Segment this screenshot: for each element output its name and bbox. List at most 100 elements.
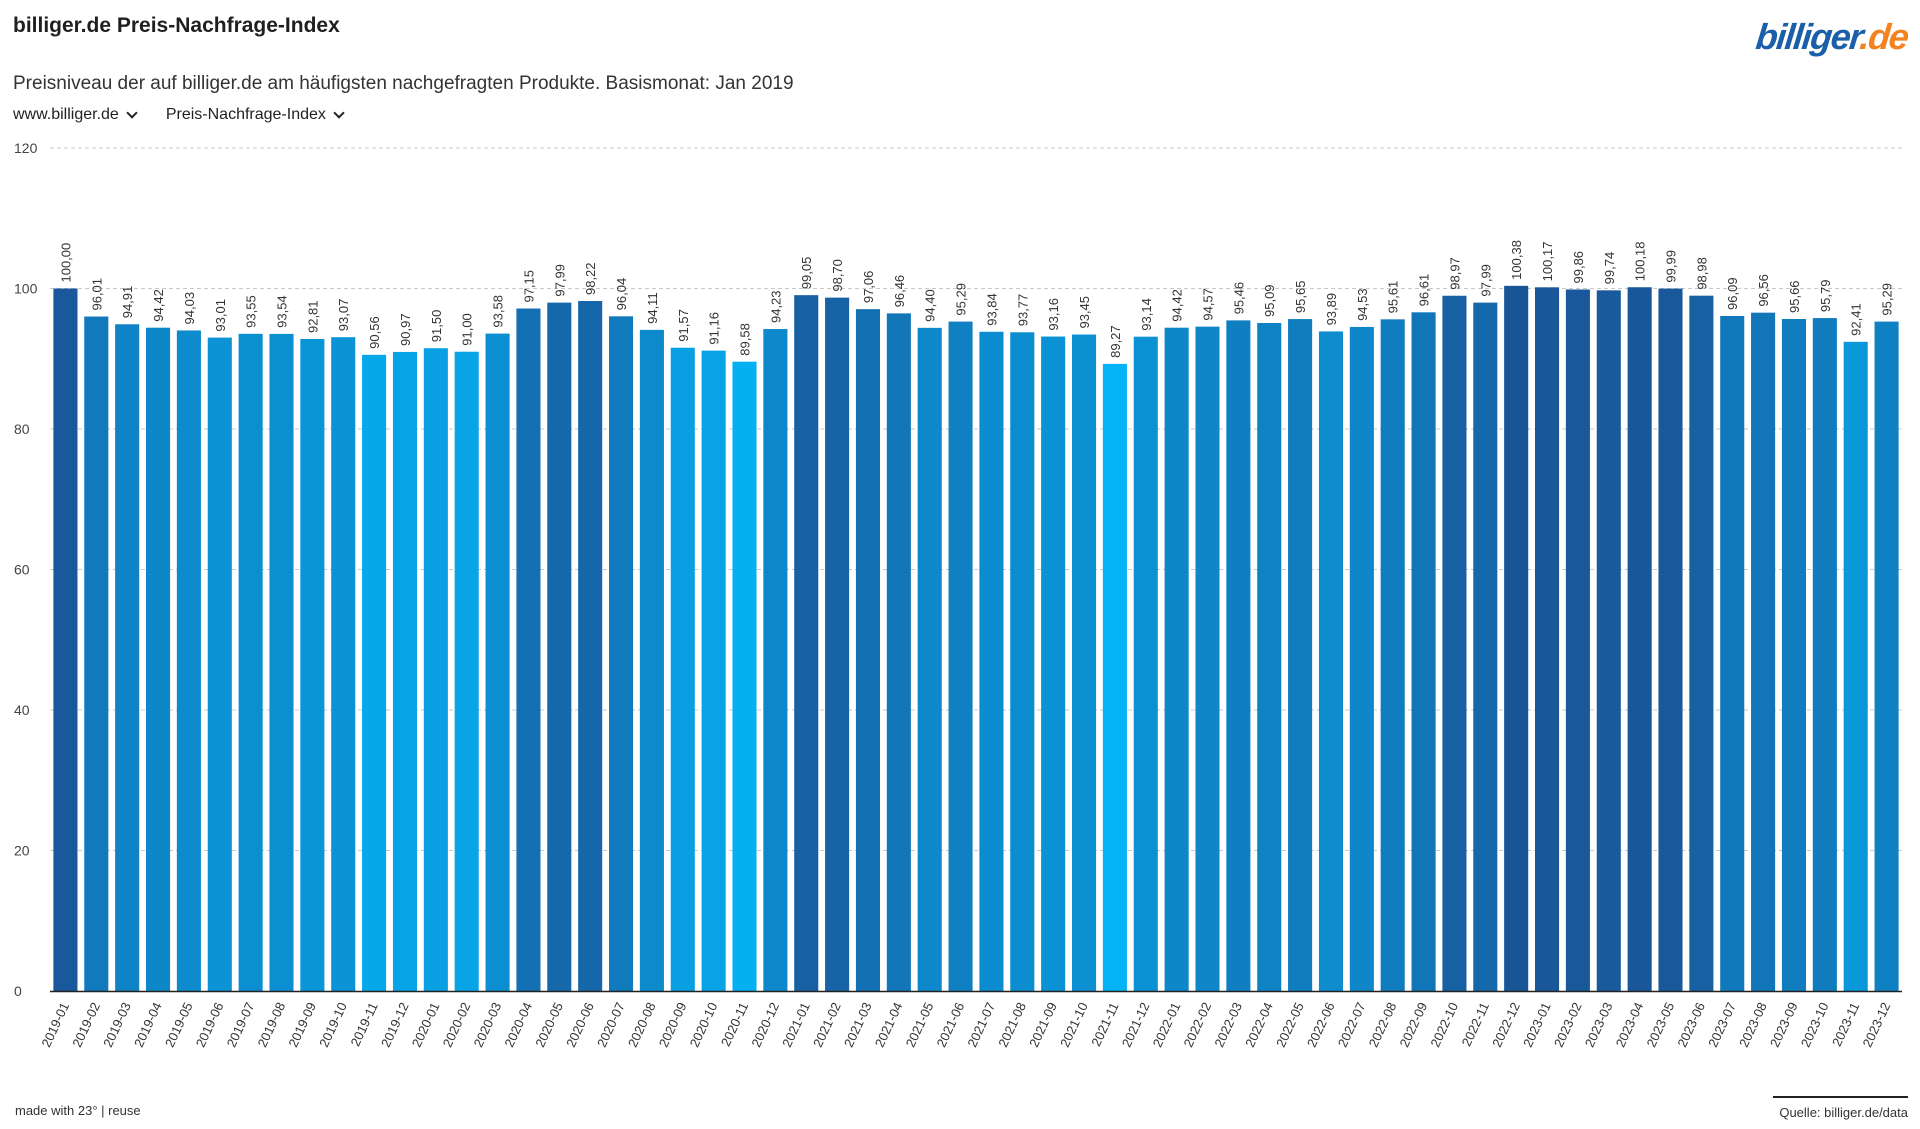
x-tick-label: 2020-02 [440,1000,474,1050]
bar[interactable] [1565,289,1590,992]
bar[interactable] [578,301,603,991]
value-label: 98,98 [1694,257,1709,290]
x-tick-label: 2020-09 [656,1000,690,1050]
bar[interactable] [1473,302,1498,991]
x-tick-label: 2020-08 [625,1000,659,1050]
x-tick-label: 2023-05 [1643,1000,1677,1050]
bar[interactable] [1689,295,1714,991]
bar[interactable] [1164,327,1189,991]
value-label: 94,53 [1355,288,1370,321]
x-tick-label: 2019-02 [69,1000,103,1050]
value-label: 95,29 [954,283,969,316]
bar[interactable] [1318,331,1344,991]
site-selector-label: www.billiger.de [13,106,119,123]
bar[interactable] [948,321,973,992]
bar[interactable] [300,339,325,991]
bar[interactable] [1812,318,1837,992]
bar[interactable] [1843,341,1868,991]
bar[interactable] [1874,321,1899,992]
bar[interactable] [917,327,942,992]
bar[interactable] [1041,336,1066,991]
value-label: 94,91 [120,286,135,319]
value-label: 94,42 [151,289,166,322]
selector-bar: www.billiger.de Preis-Nachfrage-Index [13,106,345,124]
x-tick-label: 2020-12 [748,1000,782,1050]
bar[interactable] [1102,363,1127,991]
site-selector[interactable]: www.billiger.de [13,106,138,124]
chart-title: billiger.de Preis-Nachfrage-Index [13,14,340,37]
bar[interactable] [1411,312,1436,991]
value-label: 99,74 [1602,252,1617,285]
bar[interactable] [701,350,726,992]
bar[interactable] [331,337,356,991]
bar[interactable] [423,348,448,992]
bar[interactable] [115,324,140,991]
value-label: 93,54 [275,295,290,328]
value-label: 95,29 [1880,283,1895,316]
value-label: 91,57 [676,309,691,342]
bar[interactable] [454,351,479,992]
bar[interactable] [1288,319,1313,991]
bar[interactable] [1658,288,1683,991]
bar[interactable] [392,351,418,991]
bar[interactable] [516,308,541,991]
bar[interactable] [639,329,664,991]
bar[interactable] [1751,312,1776,991]
bar[interactable] [1596,290,1621,992]
value-label: 99,05 [799,257,814,290]
bar[interactable] [794,295,819,991]
value-label: 93,77 [1015,294,1030,327]
bar[interactable] [670,347,695,992]
bar[interactable] [1133,336,1158,991]
bar[interactable] [1010,332,1035,991]
bar[interactable] [732,361,757,991]
bar[interactable] [1535,287,1560,991]
bar[interactable] [1380,319,1405,992]
source-note[interactable]: Quelle: billiger.de/data [1773,1096,1908,1120]
bar[interactable] [979,331,1004,991]
x-tick-label: 2022-05 [1273,1000,1307,1050]
chart-subtitle: Preisniveau der auf billiger.de am häufi… [13,73,794,94]
bar[interactable] [1226,320,1251,991]
bar[interactable] [269,333,294,991]
x-tick-label: 2019-10 [316,1000,350,1050]
x-tick-label: 2023-07 [1705,1000,1739,1050]
bar[interactable] [207,337,232,992]
bar[interactable] [238,333,263,991]
x-tick-label: 2021-03 [841,1000,875,1050]
value-label: 93,89 [1324,293,1339,326]
bar[interactable] [485,333,510,992]
bar[interactable] [362,354,387,991]
bar[interactable] [1627,287,1652,991]
x-tick-label: 2023-11 [1829,1000,1862,1049]
x-tick-label: 2022-07 [1335,1000,1369,1050]
bar[interactable] [1781,318,1807,991]
bar[interactable] [855,309,881,991]
metric-selector[interactable]: Preis-Nachfrage-Index [166,106,345,124]
bar[interactable] [84,316,109,991]
bar[interactable] [825,297,850,991]
bar[interactable] [176,330,201,991]
bar[interactable] [547,302,572,991]
bar[interactable] [1257,322,1282,991]
value-label: 94,03 [182,292,197,325]
bar[interactable] [1720,315,1745,992]
bar[interactable] [1349,326,1374,991]
value-label: 100,17 [1540,242,1555,282]
bar[interactable] [1504,285,1529,992]
bar[interactable] [609,316,634,991]
x-tick-label: 2023-12 [1860,1000,1894,1050]
bar[interactable] [886,313,911,991]
x-tick-label: 2019-08 [254,1000,288,1050]
bar[interactable] [1442,295,1467,991]
bar[interactable] [1195,326,1220,991]
value-label: 96,61 [1417,274,1432,307]
x-tick-label: 2023-06 [1674,1000,1708,1050]
bar[interactable] [146,327,171,991]
bar[interactable] [763,329,788,991]
made-with-credit[interactable]: made with 23° | reuse [15,1103,141,1118]
bar[interactable] [53,288,78,992]
bar[interactable] [1072,334,1097,991]
x-tick-label: 2019-09 [285,1000,319,1050]
